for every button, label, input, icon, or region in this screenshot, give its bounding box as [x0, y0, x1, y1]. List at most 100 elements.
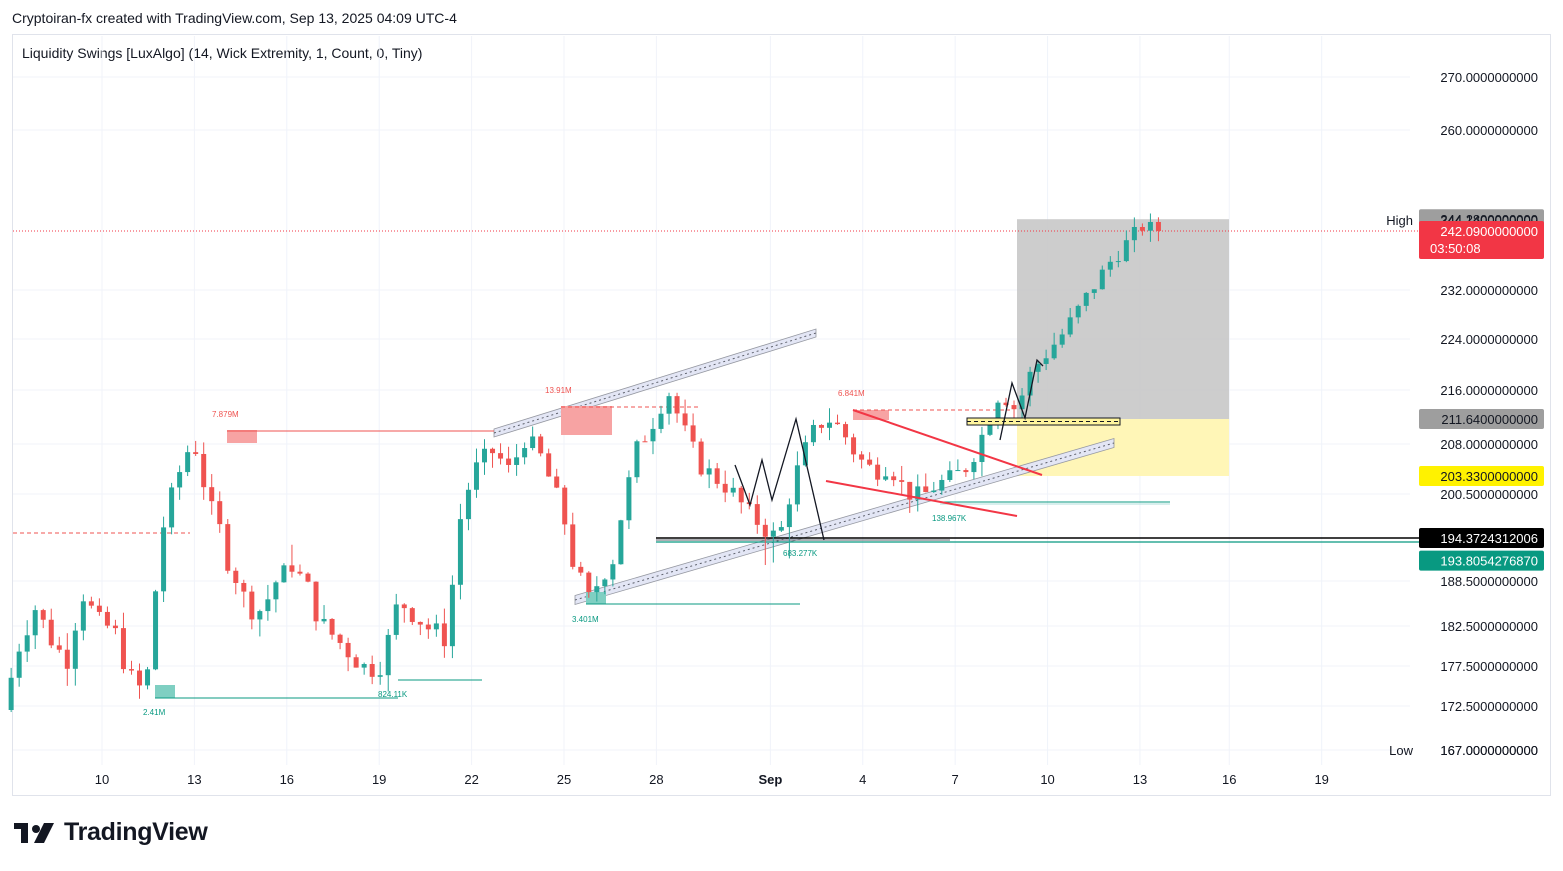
volume-annotation: 2.41M	[143, 708, 166, 717]
liquidity-zone-high	[853, 410, 889, 420]
candle-body	[185, 452, 191, 473]
candle-body	[843, 424, 849, 438]
candle-body	[722, 483, 728, 493]
time-tick-label: 10	[95, 772, 109, 787]
candle-body	[498, 453, 504, 459]
candle	[401, 603, 407, 623]
candle-body	[770, 530, 776, 537]
candle	[642, 435, 648, 443]
candle	[907, 481, 913, 513]
candle	[786, 498, 792, 559]
candle	[345, 637, 351, 672]
liquidity-zone-low	[586, 592, 606, 604]
candle	[570, 512, 576, 570]
candle-body	[947, 470, 953, 480]
price-tag-gray: 211.6400000000	[1419, 409, 1544, 429]
tradingview-logo[interactable]: TradingView	[14, 818, 208, 847]
price-axis: 270.0000000000 260.0000000000 232.00000000…	[1440, 70, 1538, 758]
candle-body	[546, 453, 552, 477]
candle-body	[48, 619, 54, 646]
candle-body	[891, 476, 897, 481]
candle-body	[594, 586, 600, 593]
candle-body	[88, 601, 94, 606]
candle	[193, 440, 199, 456]
candle	[698, 438, 704, 477]
candle	[1043, 349, 1049, 371]
chart-header: Cryptoiran-fx created with TradingView.c…	[12, 10, 457, 26]
candle-body	[161, 527, 167, 592]
candle	[947, 461, 953, 482]
candle	[602, 578, 608, 595]
upper-channel	[493, 328, 817, 438]
time-tick-label: 25	[557, 772, 571, 787]
candle-body	[1035, 363, 1041, 372]
time-axis: 10 13 16 19 22 25 28 Sep 4 7 10 13 16 19	[95, 772, 1329, 787]
candle	[104, 606, 110, 629]
candle	[169, 482, 175, 535]
candle	[80, 594, 86, 641]
candle	[482, 439, 488, 475]
candle	[835, 414, 841, 425]
candle-body	[867, 459, 873, 465]
candle-body	[979, 434, 985, 463]
price-tag-current: 242.0900000000 03:50:08	[1419, 221, 1544, 259]
price-tag-prefix: High	[1386, 213, 1413, 228]
candle	[128, 660, 134, 675]
candle	[979, 426, 985, 477]
candle	[257, 609, 263, 637]
channel-midline	[493, 332, 817, 434]
candle-body	[762, 524, 768, 537]
candle	[1067, 308, 1073, 338]
candle-body	[971, 462, 977, 473]
candle-body	[1107, 261, 1113, 270]
candle-body	[1011, 405, 1017, 410]
candle	[650, 417, 656, 455]
candle-body	[177, 472, 183, 488]
volume-annotation: 3.401M	[572, 615, 599, 624]
candle-body	[1019, 395, 1025, 410]
candle-body	[514, 457, 520, 465]
candle	[241, 579, 247, 608]
price-tick-label: 232.0000000000	[1440, 283, 1538, 298]
candle-body	[931, 490, 937, 493]
price-tag-label: 203.3300000000	[1440, 469, 1538, 484]
candlestick-series	[8, 213, 1161, 713]
projection-path	[999, 358, 1044, 441]
chart-frame	[12, 34, 1551, 796]
indicator-legend[interactable]: Liquidity Swings [LuxAlgo] (14, Wick Ext…	[22, 45, 423, 61]
candle	[161, 516, 167, 603]
candle-body	[297, 571, 303, 574]
time-tick-label: 16	[280, 772, 294, 787]
candle	[826, 408, 832, 441]
candle-body	[8, 677, 14, 710]
candle	[433, 614, 439, 637]
wedge-lower-line	[825, 480, 1018, 517]
candle-body	[32, 610, 38, 636]
candle	[8, 667, 14, 713]
candle-body	[393, 604, 399, 635]
candle-body	[963, 470, 969, 473]
candle-body	[554, 476, 560, 488]
candle	[96, 598, 102, 616]
candle	[971, 458, 977, 480]
candle-body	[955, 470, 961, 472]
candle-body	[634, 441, 640, 478]
channel-midline	[574, 442, 1115, 601]
candle-body	[1075, 305, 1081, 318]
candle	[939, 474, 945, 495]
candle	[714, 463, 720, 489]
candle-body	[818, 424, 824, 428]
candle	[1019, 388, 1025, 423]
time-tick-label: 19	[372, 772, 386, 787]
time-tick-label: 13	[1133, 772, 1147, 787]
candle	[955, 459, 961, 472]
candle	[153, 589, 159, 671]
candle-body	[1027, 371, 1033, 396]
candle-body	[112, 625, 118, 629]
candle	[201, 442, 207, 500]
candle	[329, 618, 335, 640]
candle	[417, 621, 423, 636]
candle-body	[802, 442, 808, 466]
candle	[538, 433, 544, 457]
